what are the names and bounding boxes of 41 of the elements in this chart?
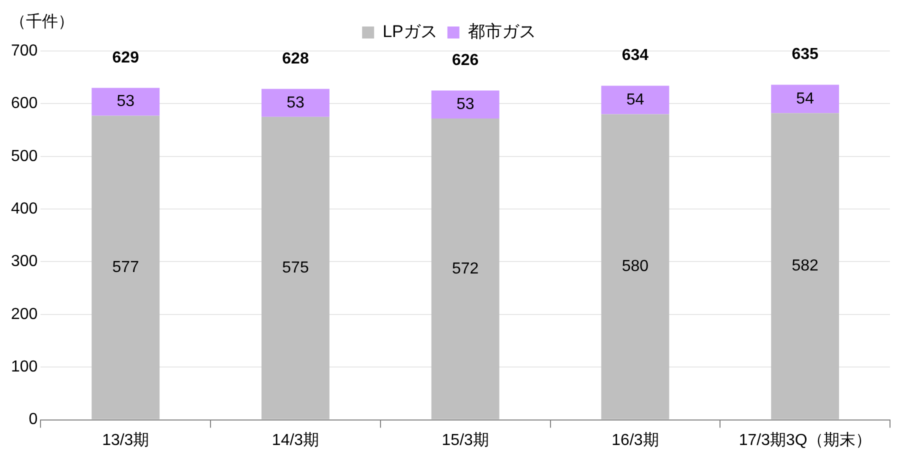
data-label: 582 — [792, 258, 819, 275]
legend-label: LPガス — [382, 22, 438, 42]
bar — [92, 88, 160, 116]
bar — [262, 88, 330, 117]
y-tick-label: 700 — [10, 42, 38, 60]
bar — [771, 113, 840, 420]
total-label: 626 — [452, 52, 479, 69]
data-label: 572 — [452, 260, 479, 278]
y-tick-label: 0 — [28, 411, 38, 428]
x-tick-label: 16/3期 — [612, 430, 659, 449]
y-tick-label: 400 — [10, 200, 38, 218]
data-label: 575 — [282, 259, 309, 276]
data-label: 53 — [116, 93, 135, 110]
y-axis-title: （千件） — [10, 12, 74, 30]
data-label: 54 — [796, 90, 814, 108]
y-tick-label: 600 — [10, 95, 38, 112]
bar — [431, 90, 500, 118]
x-tick-label: 17/3期3Q（期末） — [738, 430, 872, 449]
bar — [92, 116, 160, 420]
data-label: 577 — [112, 258, 140, 276]
y-tick-label: 100 — [10, 358, 38, 376]
y-tick-label: 200 — [10, 306, 38, 323]
total-label: 628 — [282, 50, 309, 68]
total-label: 629 — [112, 49, 140, 66]
data-label: 54 — [626, 91, 644, 108]
data-label: 53 — [456, 96, 474, 113]
total-label: 635 — [792, 46, 819, 64]
y-tick-label: 300 — [10, 253, 38, 270]
total-label: 634 — [622, 47, 649, 64]
bar — [601, 86, 670, 114]
bar — [601, 114, 670, 420]
x-tick-label: 15/3期 — [442, 430, 489, 449]
data-label: 580 — [622, 258, 649, 276]
y-tick-label: 500 — [10, 148, 38, 165]
bar — [262, 116, 330, 420]
bar — [771, 84, 840, 114]
data-label: 53 — [286, 94, 304, 112]
legend-label: 都市ガス — [468, 22, 536, 42]
bar — [431, 118, 500, 420]
x-tick-label: 13/3期 — [102, 430, 150, 449]
x-tick-label: 14/3期 — [272, 430, 320, 449]
